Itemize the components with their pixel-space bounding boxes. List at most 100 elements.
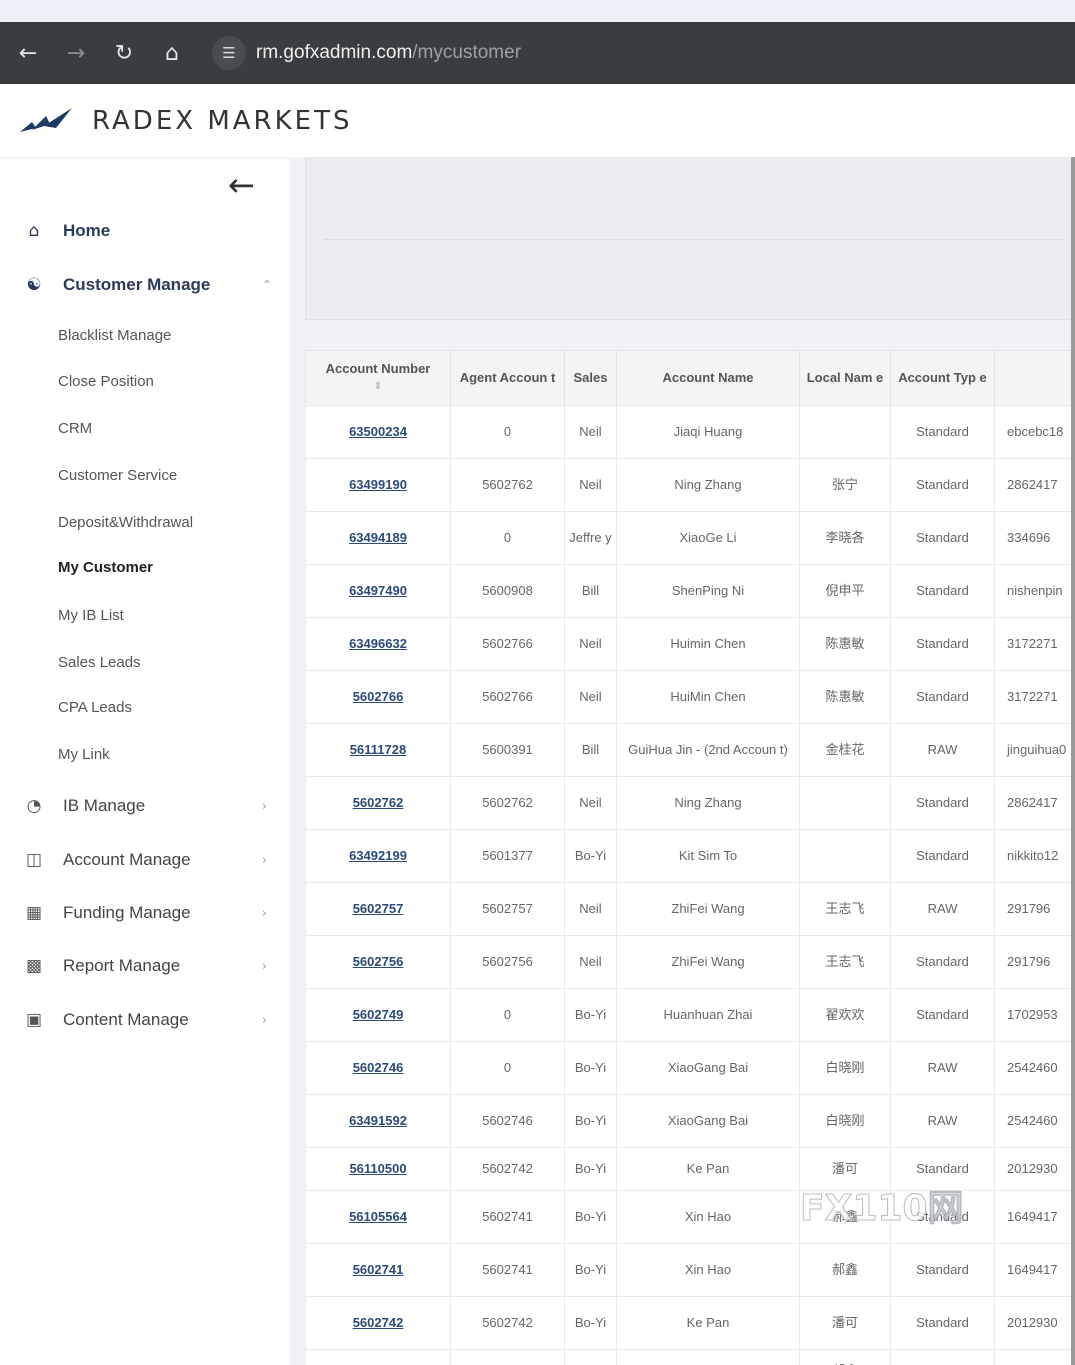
cell-account-number[interactable]: 5602766 (305, 670, 451, 724)
account-number-link[interactable]: 5602746 (352, 1060, 404, 1075)
cell-local-name (799, 829, 891, 883)
cell-account-number[interactable]: 5602757 (305, 882, 451, 936)
table-row[interactable]: 63496632 5602766 Neil Huimin Chen 陈惠敏 Standar… (305, 617, 1075, 671)
cell-sales: Neil (564, 617, 617, 671)
account-number-link[interactable]: 63494189 (349, 530, 407, 545)
table-row[interactable]: 5602757 5602757 Neil ZhiFei Wang 王志飞 RAW 29179… (305, 882, 1075, 936)
sort-icon[interactable]: ⇕ (373, 381, 383, 392)
sidebar-item-report-manage[interactable]: ▩ Report Manage › (0, 946, 290, 986)
header-account-number[interactable]: Account Number ⇕ (305, 350, 451, 406)
table-row[interactable]: 56105564 5602741 Bo-Yi Xin Hao 郝鑫 Standard 164… (305, 1190, 1075, 1244)
watermark-text: FX110网 (800, 1188, 964, 1228)
table-row[interactable]: 5602742 5602742 Bo-Yi Ke Pan 潘可 Standard 20129… (305, 1296, 1075, 1350)
sidebar-item-account-manage[interactable]: ◫ Account Manage › (0, 840, 290, 880)
account-number-link[interactable]: 56110500 (349, 1161, 407, 1176)
cell-account-number[interactable]: 63500234 (305, 405, 451, 459)
scrollbar[interactable] (1071, 157, 1075, 1365)
table-row[interactable]: 5602741 5602741 Bo-Yi Xin Hao 郝鑫 Standard 1649… (305, 1243, 1075, 1297)
account-number-link[interactable]: 5602741 (352, 1262, 404, 1277)
table-row[interactable]: 5602766 5602766 Neil HuiMin Chen 陈惠敏 Standard… (305, 670, 1075, 724)
table-row[interactable]: 5602762 5602762 Neil Ning Zhang Standard 2862… (305, 776, 1075, 830)
table-row[interactable]: 63499190 5602762 Neil Ning Zhang 张宁 Standard 2… (305, 458, 1075, 512)
table-row[interactable]: 63500234 0 Neil Jiaqi Huang Standard ebcebc18 (305, 405, 1075, 459)
back-icon[interactable]: ← (18, 40, 38, 66)
cell-account-number[interactable]: 5602746 (305, 1041, 451, 1095)
account-number-link[interactable]: 5602757 (352, 901, 404, 916)
cell-account-number[interactable]: 5602741 (305, 1243, 451, 1297)
cell-account-number[interactable]: 5602742 (305, 1296, 451, 1350)
table-row[interactable]: 63491592 5602746 Bo-Yi XiaoGang Bai 白晓刚 RAW 25… (305, 1094, 1075, 1148)
sidebar-item-customer-manage[interactable]: ☯ Customer Manage ⌃ (0, 265, 290, 305)
sidebar-item-home[interactable]: ⌂ Home (0, 211, 290, 251)
table-row[interactable]: 5602756 5602756 Neil ZhiFei Wang 王志飞 Standard… (305, 935, 1075, 989)
account-number-link[interactable]: 56111728 (349, 742, 407, 757)
account-number-link[interactable]: 5602742 (352, 1315, 404, 1330)
sidebar-subitem-my-link[interactable]: My Link (58, 746, 110, 763)
sidebar-subitem-cpa-leads[interactable]: CPA Leads (58, 699, 132, 716)
collapse-sidebar-icon[interactable]: ← (228, 166, 255, 204)
account-number-link[interactable]: 63500234 (349, 424, 407, 439)
cell-account-number[interactable]: 56111728 (305, 723, 451, 777)
header-local-name[interactable]: Local Nam e (799, 350, 891, 406)
account-number-link[interactable]: 63491592 (349, 1113, 407, 1128)
sidebar-subitem-sales-leads[interactable]: Sales Leads (58, 654, 141, 671)
sidebar-subitem-blacklist-manage[interactable]: Blacklist Manage (58, 327, 172, 344)
table-row[interactable]: 5602749 0 Bo-Yi Huanhuan Zhai 翟欢欢 Standard 170… (305, 988, 1075, 1042)
header-agent-account[interactable]: Agent Accoun t (450, 350, 565, 406)
address-bar[interactable]: ☰ rm.gofxadmin.com/mycustomer (210, 33, 1067, 73)
table-row[interactable]: 56111728 5600391 Bill GuiHua Jin - (2nd Acc… (305, 723, 1075, 777)
cell-account-number[interactable]: 5602762 (305, 776, 451, 830)
url-text[interactable]: rm.gofxadmin.com/mycustomer (256, 42, 521, 64)
cell-account-number[interactable]: 63492760 (305, 1349, 451, 1365)
reload-icon[interactable]: ↻ (114, 40, 134, 66)
cell-account-number[interactable]: 5602749 (305, 988, 451, 1042)
cell-account-number[interactable]: 63496632 (305, 617, 451, 671)
sidebar-subitem-my-customer[interactable]: My Customer (58, 559, 154, 576)
account-number-link[interactable]: 56105564 (349, 1209, 407, 1224)
sidebar-item-ib-manage[interactable]: ◔ IB Manage › (0, 786, 290, 826)
cell-local-name: 白晓刚 (799, 1041, 891, 1095)
sidebar-subitem-crm[interactable]: CRM (58, 420, 93, 437)
site-settings-icon[interactable]: ☰ (212, 36, 246, 70)
cell-local-name: 郝鑫 (799, 1349, 891, 1365)
sidebar-item-content-manage[interactable]: ▣ Content Manage › (0, 1000, 290, 1040)
cell-account-number[interactable]: 5602756 (305, 935, 451, 989)
forward-icon[interactable]: → (66, 40, 86, 66)
cell-account-number[interactable]: 63494189 (305, 511, 451, 565)
header-email[interactable] (994, 350, 1075, 406)
header-account-name[interactable]: Account Name (616, 350, 800, 406)
sidebar-subitem-close-position[interactable]: Close Position (58, 373, 154, 390)
account-number-link[interactable]: 63496632 (349, 636, 407, 651)
sidebar-subitem-deposit-withdrawal[interactable]: Deposit&Withdrawal (58, 514, 194, 531)
cell-account-name: GuiHua Jin - (2nd Accoun t) (616, 723, 800, 777)
account-number-link[interactable]: 63492199 (349, 848, 407, 863)
cell-local-name: 翟欢欢 (799, 988, 891, 1042)
account-number-link[interactable]: 5602756 (352, 954, 404, 969)
account-number-link[interactable]: 63499190 (349, 477, 407, 492)
account-number-link[interactable]: 63497490 (349, 583, 407, 598)
cell-account-number[interactable]: 63499190 (305, 458, 451, 512)
table-row[interactable]: 5602746 0 Bo-Yi XiaoGang Bai 白晓刚 RAW 2542460 (305, 1041, 1075, 1095)
sidebar-item-funding-manage[interactable]: ▦ Funding Manage › (0, 893, 290, 933)
cell-account-number[interactable]: 56105564 (305, 1190, 451, 1244)
cell-account-number[interactable]: 63491592 (305, 1094, 451, 1148)
account-number-link[interactable]: 5602766 (352, 689, 404, 704)
account-number-link[interactable]: 63492760 (349, 1363, 407, 1365)
account-number-link[interactable]: 5602762 (352, 795, 404, 810)
header-account-type[interactable]: Account Typ e (890, 350, 995, 406)
cell-account-type: Standard (890, 1147, 995, 1191)
account-number-link[interactable]: 5602749 (352, 1007, 404, 1022)
header-sales[interactable]: Sales (564, 350, 617, 406)
sidebar-subitem-customer-service[interactable]: Customer Service (58, 467, 178, 484)
table-row[interactable]: 63492199 5601377 Bo-Yi Kit Sim To Standard ni… (305, 829, 1075, 883)
table-row[interactable]: 63494189 0 Jeffre y XiaoGe Li 李晓各 Standard 334… (305, 511, 1075, 565)
cell-account-number[interactable]: 56110500 (305, 1147, 451, 1191)
table-row[interactable]: 56110500 5602742 Bo-Yi Ke Pan 潘可 Standard 2012… (305, 1147, 1075, 1191)
home-icon[interactable]: ⌂ (165, 40, 179, 66)
table-row[interactable]: 63497490 5600908 Bill ShenPing Ni 倪申平 Standar… (305, 564, 1075, 618)
cell-account-number[interactable]: 63492199 (305, 829, 451, 883)
cell-account-number[interactable]: 63497490 (305, 564, 451, 618)
cell-local-name: 陈惠敏 (799, 617, 891, 671)
sidebar-subitem-my-ib-list[interactable]: My IB List (58, 607, 124, 624)
